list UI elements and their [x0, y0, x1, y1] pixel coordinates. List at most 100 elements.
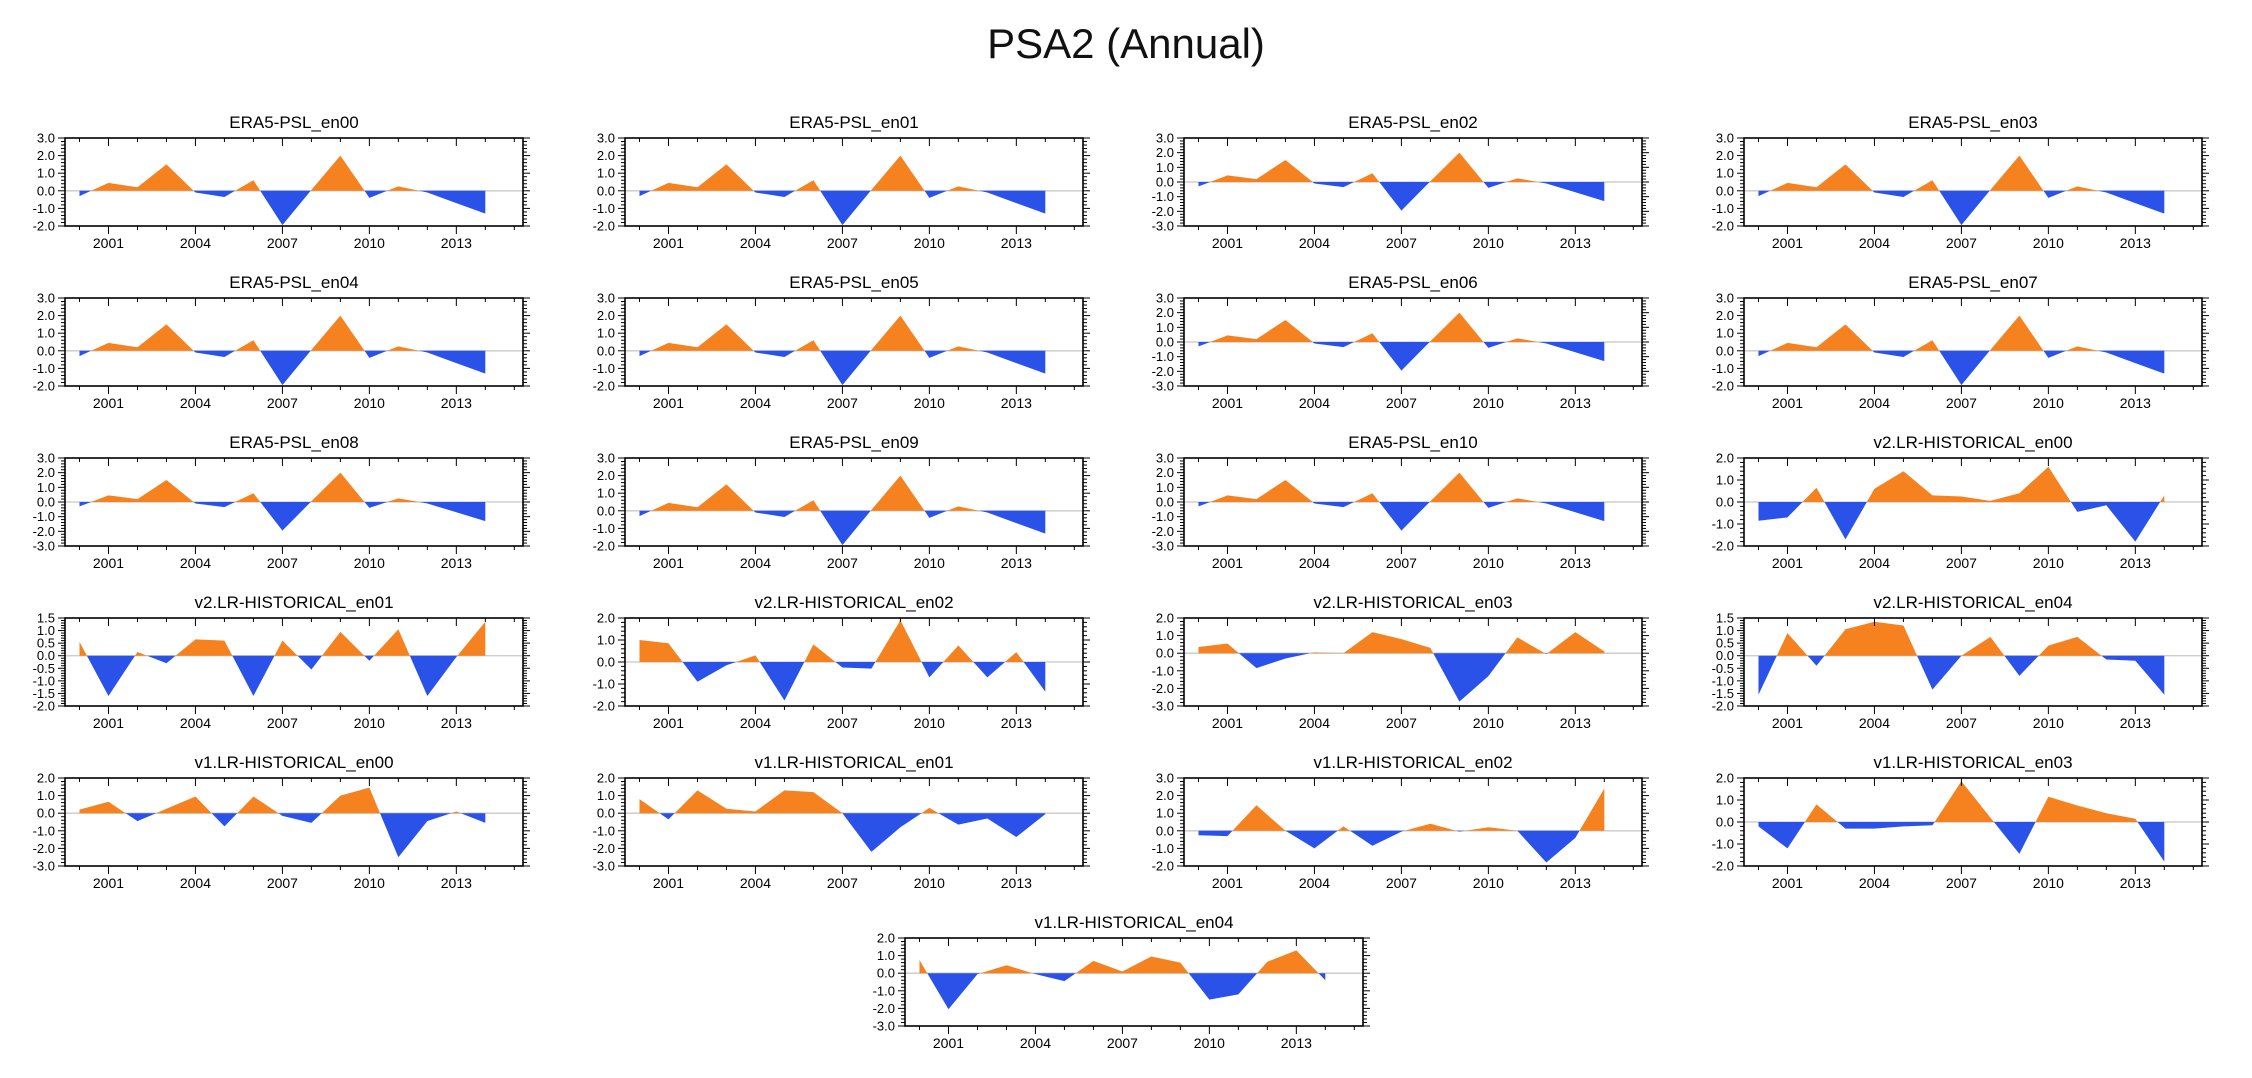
x-tick-label: 2007 — [1386, 555, 1417, 568]
axis-tick-labels: -3.0 -2.0 -1.0 0.0 1.0 2.0 2001 2004 2007 2010 201… — [1152, 611, 1592, 729]
y-tick-label: 0.0 — [1156, 495, 1174, 510]
y-tick-label: -3.0 — [1152, 539, 1174, 554]
positive-area — [1758, 315, 2165, 351]
y-tick-label: 3.0 — [1156, 131, 1174, 146]
x-tick-label: 2013 — [2120, 715, 2151, 728]
positive-area — [79, 155, 486, 191]
chart-row: ERA5-PSL_en08 -3.0 -2.0 -1.0 0.0 1.0 2.0 3.0 200… — [0, 408, 2252, 568]
x-tick-label: 2007 — [1386, 235, 1417, 248]
x-tick-label: 2007 — [1946, 555, 1977, 568]
y-tick-label: 0.0 — [876, 966, 894, 981]
panel-title: ERA5-PSL_en06 — [1349, 273, 1478, 292]
x-tick-label: 2010 — [1193, 1035, 1224, 1048]
plot-box — [64, 617, 524, 707]
axis-ticks — [58, 617, 530, 714]
y-tick-label: 2.0 — [1716, 771, 1734, 786]
chart-panel: ERA5-PSL_en04 -2.0 -1.0 0.0 1.0 2.0 3.0 2001 200… — [33, 273, 530, 408]
y-tick-label: 1.0 — [1156, 160, 1174, 175]
y-tick-label: 0.5 — [37, 636, 55, 651]
positive-area — [1758, 781, 2165, 822]
chart-panel: ERA5-PSL_en06 -3.0-2.0-1.00.01.02.03.0 200… — [1152, 273, 1650, 408]
plot-box — [623, 457, 1084, 547]
y-tick-label: -2.0 — [1152, 524, 1174, 539]
y-tick-label: 2.0 — [597, 148, 615, 163]
plot-box — [623, 137, 1084, 227]
x-tick-label: 2004 — [180, 395, 211, 408]
negative-area — [1198, 182, 1605, 211]
x-tick-label: 2013 — [441, 715, 472, 728]
series-areas — [1758, 781, 2165, 862]
x-tick-label: 2001 — [1772, 875, 1803, 888]
y-tick-label: -2.0 — [1712, 379, 1734, 394]
x-tick-label: 2001 — [653, 555, 684, 568]
x-tick-label: 2001 — [93, 555, 124, 568]
x-tick-label: 2013 — [2120, 555, 2151, 568]
x-tick-label: 2010 — [913, 555, 944, 568]
x-tick-label: 2001 — [93, 715, 124, 728]
y-tick-label: -1.0 — [1712, 361, 1734, 376]
series-areas — [1198, 472, 1605, 531]
axis-ticks — [1736, 137, 2209, 234]
series-areas — [79, 472, 486, 531]
positive-area — [639, 475, 1045, 511]
panel-title: ERA5-PSL_en03 — [1908, 113, 2037, 132]
series-areas — [639, 620, 1045, 701]
x-tick-label: 2007 — [267, 555, 298, 568]
chart-row: v1.LR-HISTORICAL_en04 -3.0 -2.0 -1.0 0.0 1.0 2… — [0, 888, 2252, 1048]
y-tick-label: -1.0 — [1152, 349, 1174, 364]
positive-area — [1758, 155, 2165, 191]
series-areas — [639, 475, 1045, 546]
x-tick-label: 2010 — [2033, 395, 2064, 408]
axis-ticks — [1177, 297, 1650, 394]
x-tick-label: 2004 — [740, 235, 771, 248]
x-tick-label: 2001 — [1772, 715, 1803, 728]
axis-tick-labels: -2.0 -1.0 0.0 1.0 2.0 3.0 2001 2004 2007 2010 2013 — [1152, 771, 1592, 889]
y-tick-label: -1.0 — [592, 361, 614, 376]
axis-ticks — [897, 937, 1370, 1034]
x-tick-label: 2007 — [826, 715, 857, 728]
series-areas — [1758, 466, 2165, 542]
x-tick-label: 2004 — [1299, 395, 1330, 408]
x-tick-label: 2010 — [2033, 875, 2064, 888]
y-tick-label: 0.0 — [597, 343, 615, 358]
x-tick-label: 2007 — [1946, 875, 1977, 888]
y-tick-label: 2.0 — [37, 148, 55, 163]
x-tick-label: 2004 — [180, 235, 211, 248]
chart-panel: v2.LR-HISTORICAL_en04-2.0-1.5-1.0-0.50.0… — [1712, 593, 2209, 728]
x-tick-label: 2007 — [826, 555, 857, 568]
x-tick-label: 2013 — [1000, 875, 1031, 888]
y-tick-label: 3.0 — [597, 131, 615, 146]
chart-panel: ERA5-PSL_en05 -2.0 -1.0 0.0 1.0 2.0 3.0 2001 200… — [592, 273, 1090, 409]
x-tick-label: 2010 — [354, 395, 385, 408]
x-tick-label: 2010 — [2033, 555, 2064, 568]
axis-tick-labels: -2.0 -1.0 0.0 1.0 2.0 2001 2004 2007 2010 2013 — [1712, 451, 2152, 569]
axis-tick-labels: -2.0 -1.0 0.0 1.0 2.0 3.0 2001 2004 2007 2010 2013 — [592, 291, 1032, 409]
y-tick-label: 1.0 — [876, 948, 894, 963]
x-tick-label: 2013 — [2120, 235, 2151, 248]
x-tick-label: 2004 — [740, 715, 771, 728]
x-tick-label: 2013 — [441, 555, 472, 568]
panel-title: ERA5-PSL_en09 — [789, 433, 918, 452]
chart-row: v1.LR-HISTORICAL_en00 -3.0 -2.0 -1.0 0.0 1.0 2… — [0, 728, 2252, 888]
y-tick-label: 0.0 — [1156, 335, 1174, 350]
chart-row: v2.LR-HISTORICAL_en01 -2.0 -1.5 -1.0 -0.5 0.0… — [0, 568, 2252, 728]
negative-area — [1758, 655, 2165, 695]
x-tick-label: 2007 — [1946, 715, 1977, 728]
y-tick-label: 2.0 — [876, 931, 894, 946]
series-areas — [1198, 312, 1605, 371]
positive-area — [1758, 621, 2165, 656]
y-tick-label: 1.0 — [1716, 166, 1734, 181]
axis-tick-labels: -2.0 -1.0 0.0 1.0 2.0 3.0 2001 2004 2007 2010 2013 — [1712, 291, 2152, 409]
y-tick-label: 2.0 — [1156, 611, 1174, 626]
axis-tick-labels: -2.0 -1.0 0.0 1.0 2.0 2001 2004 2007 2010 2013 — [1712, 771, 2152, 889]
negative-area — [79, 502, 486, 531]
y-tick-label: -2.0 — [592, 539, 614, 554]
chart-row: ERA5-PSL_en00 -2.0 -1.0 0.0 1.0 2.0 3.0 2001 200… — [0, 88, 2252, 248]
y-tick-label: 1.0 — [1716, 473, 1734, 488]
x-tick-label: 2010 — [1473, 235, 1504, 248]
panel-title: v2.LR-HISTORICAL_en02 — [754, 593, 953, 612]
y-tick-label: -1.0 — [1712, 673, 1734, 688]
chart-panel: ERA5-PSL_en08 -3.0-2.0-1.00.01.02.03.0 200… — [33, 433, 530, 568]
y-tick-label: -1.0 — [592, 677, 614, 692]
y-tick-label: 2.0 — [37, 771, 55, 786]
